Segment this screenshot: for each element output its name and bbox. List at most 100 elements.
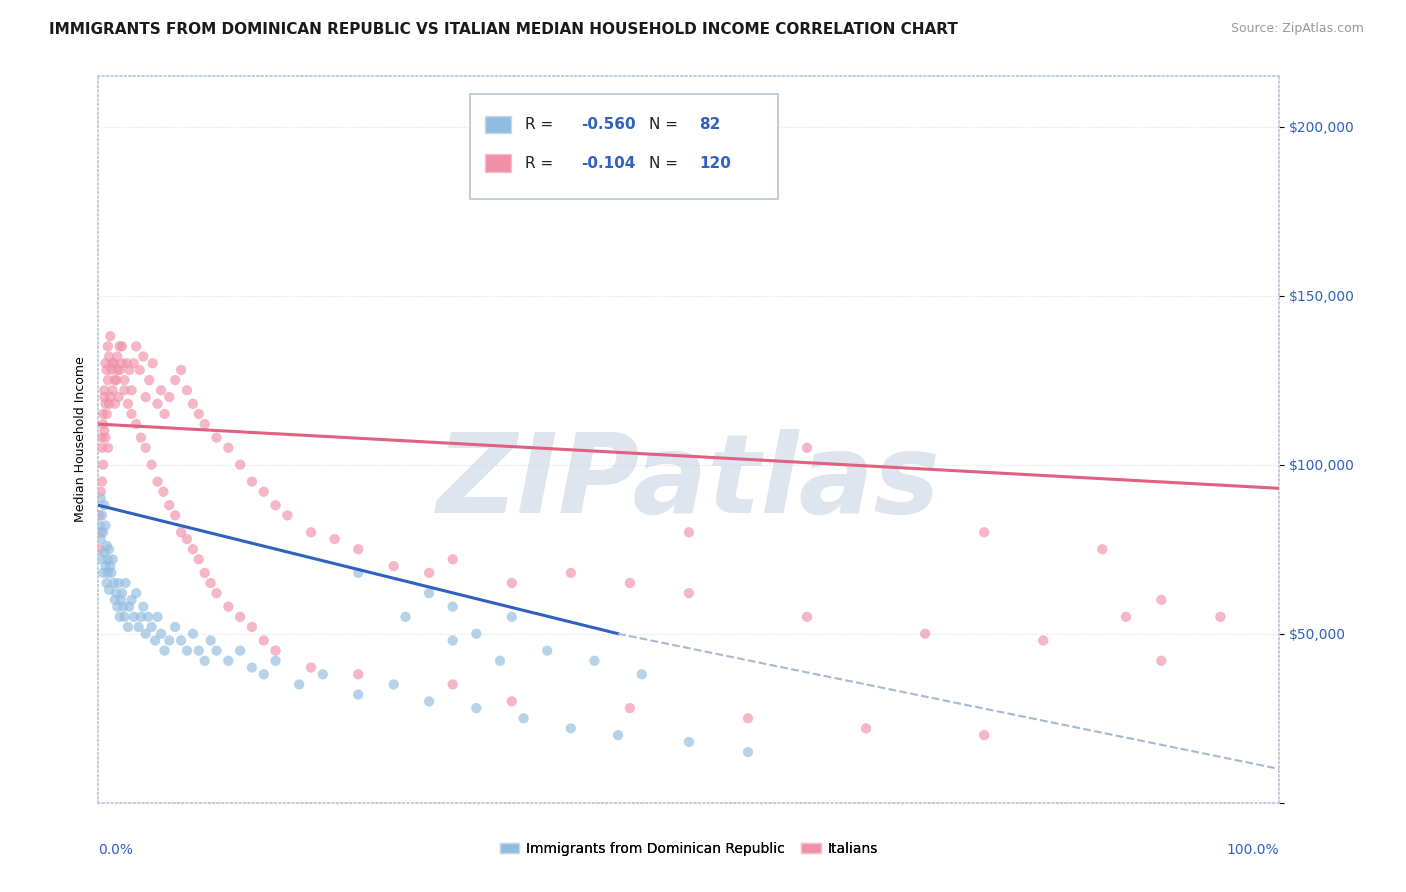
Point xyxy=(1032,633,1054,648)
Y-axis label: Median Household Income: Median Household Income xyxy=(75,357,87,522)
FancyBboxPatch shape xyxy=(471,94,778,200)
Point xyxy=(104,373,127,387)
Point xyxy=(114,576,136,591)
Point xyxy=(560,722,582,736)
Text: 100.0%: 100.0% xyxy=(1227,843,1279,857)
Point xyxy=(560,153,582,168)
Point xyxy=(347,667,370,681)
Point xyxy=(150,626,173,640)
Point xyxy=(122,610,145,624)
Point xyxy=(91,407,114,421)
Point xyxy=(96,576,118,591)
Point xyxy=(153,407,176,421)
Point xyxy=(382,677,405,691)
Point xyxy=(200,576,222,591)
Point xyxy=(1150,593,1173,607)
Point xyxy=(117,397,139,411)
Point xyxy=(101,356,124,370)
Point xyxy=(489,654,512,668)
Point xyxy=(205,643,228,657)
Point xyxy=(737,711,759,725)
Point xyxy=(678,525,700,540)
Point xyxy=(129,610,152,624)
Point xyxy=(98,542,121,557)
Text: N =: N = xyxy=(648,155,683,170)
Point xyxy=(170,633,193,648)
Point xyxy=(125,417,148,431)
Point xyxy=(973,525,995,540)
Point xyxy=(253,667,276,681)
FancyBboxPatch shape xyxy=(485,116,510,133)
Point xyxy=(176,643,198,657)
Point xyxy=(796,441,818,455)
Point xyxy=(143,633,166,648)
Point xyxy=(121,407,143,421)
Point xyxy=(418,586,440,600)
Point xyxy=(153,643,176,657)
Point xyxy=(441,599,464,614)
Point xyxy=(150,384,173,398)
Point xyxy=(91,566,114,580)
Text: 0.0%: 0.0% xyxy=(98,843,134,857)
Point xyxy=(229,643,252,657)
Legend: Immigrants from Dominican Republic, Italians: Immigrants from Dominican Republic, Ital… xyxy=(494,836,884,862)
Point xyxy=(229,458,252,472)
Point xyxy=(90,484,112,499)
Point xyxy=(118,599,141,614)
Point xyxy=(253,633,276,648)
Point xyxy=(136,610,159,624)
Point xyxy=(105,586,128,600)
FancyBboxPatch shape xyxy=(485,154,510,172)
Point xyxy=(91,508,114,523)
Point xyxy=(111,356,134,370)
Point xyxy=(619,576,641,591)
Point xyxy=(347,542,370,557)
Point xyxy=(165,508,187,523)
Point xyxy=(135,626,157,640)
Point xyxy=(217,599,239,614)
Point xyxy=(418,694,440,708)
Point xyxy=(89,542,111,557)
Point xyxy=(141,458,163,472)
Point xyxy=(97,441,120,455)
Text: R =: R = xyxy=(524,117,558,132)
Point xyxy=(264,654,287,668)
Point xyxy=(104,593,127,607)
Point xyxy=(98,559,121,574)
Point xyxy=(323,532,346,546)
Point xyxy=(1115,610,1137,624)
Point xyxy=(146,475,169,489)
Point xyxy=(93,545,115,559)
Point xyxy=(89,508,111,523)
Point xyxy=(112,599,135,614)
Point xyxy=(176,532,198,546)
Point xyxy=(111,339,134,353)
Text: R =: R = xyxy=(524,155,558,170)
Point xyxy=(96,363,118,377)
Point xyxy=(91,552,114,566)
Point xyxy=(501,576,523,591)
Point xyxy=(560,566,582,580)
Point xyxy=(121,593,143,607)
Text: 120: 120 xyxy=(700,155,731,170)
Point xyxy=(125,586,148,600)
Point xyxy=(93,390,115,404)
Point xyxy=(132,599,155,614)
Point xyxy=(855,722,877,736)
Point xyxy=(176,384,198,398)
Point xyxy=(108,610,131,624)
Point xyxy=(152,484,174,499)
Point xyxy=(194,417,217,431)
Point xyxy=(135,441,157,455)
Point xyxy=(157,498,180,512)
Point xyxy=(170,363,193,377)
Point xyxy=(536,643,558,657)
Point xyxy=(737,745,759,759)
Point xyxy=(107,390,129,404)
Point xyxy=(1091,542,1114,557)
Point xyxy=(583,654,606,668)
Point xyxy=(94,397,117,411)
Point xyxy=(132,350,155,364)
Point xyxy=(104,397,127,411)
Point xyxy=(796,610,818,624)
